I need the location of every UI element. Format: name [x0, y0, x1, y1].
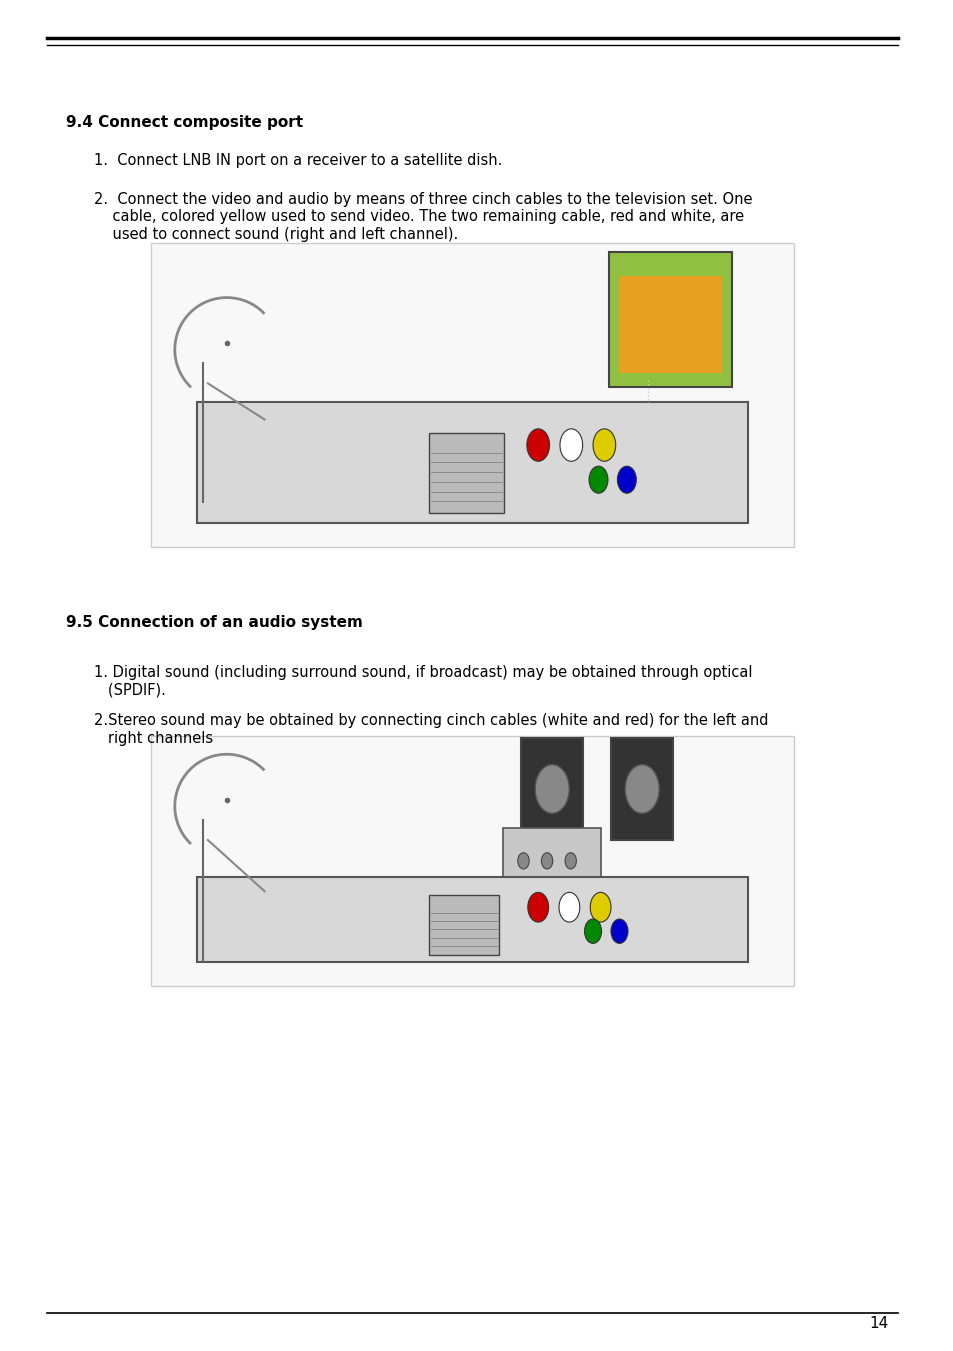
FancyBboxPatch shape — [608, 251, 731, 386]
Circle shape — [527, 893, 548, 923]
Text: 1. Digital sound (including surround sound, if broadcast) may be obtained throug: 1. Digital sound (including surround sou… — [94, 665, 752, 697]
Circle shape — [526, 428, 549, 461]
Circle shape — [590, 893, 610, 923]
FancyBboxPatch shape — [428, 432, 504, 513]
FancyBboxPatch shape — [196, 403, 747, 523]
Circle shape — [564, 852, 576, 869]
Text: 1.  Connect LNB IN port on a receiver to a satellite dish.: 1. Connect LNB IN port on a receiver to … — [94, 153, 502, 168]
Circle shape — [593, 428, 615, 461]
Circle shape — [535, 765, 569, 813]
Circle shape — [588, 466, 607, 493]
Circle shape — [617, 466, 636, 493]
FancyBboxPatch shape — [196, 877, 747, 962]
FancyBboxPatch shape — [428, 896, 499, 955]
Text: 2.  Connect the video and audio by means of three cinch cables to the television: 2. Connect the video and audio by means … — [94, 192, 752, 242]
FancyBboxPatch shape — [610, 738, 673, 840]
Circle shape — [584, 919, 601, 943]
Circle shape — [610, 919, 627, 943]
Text: 14: 14 — [868, 1316, 887, 1331]
Circle shape — [517, 852, 529, 869]
Circle shape — [624, 765, 659, 813]
Text: 9.4 Connect composite port: 9.4 Connect composite port — [66, 115, 303, 130]
FancyBboxPatch shape — [151, 243, 793, 547]
Text: 9.5 Connection of an audio system: 9.5 Connection of an audio system — [66, 615, 363, 630]
FancyBboxPatch shape — [151, 736, 793, 986]
FancyBboxPatch shape — [502, 828, 600, 894]
FancyBboxPatch shape — [618, 276, 721, 373]
Text: 2.Stereo sound may be obtained by connecting cinch cables (white and red) for th: 2.Stereo sound may be obtained by connec… — [94, 713, 768, 746]
Circle shape — [541, 852, 552, 869]
Circle shape — [559, 428, 582, 461]
Circle shape — [558, 893, 579, 923]
FancyBboxPatch shape — [520, 738, 583, 840]
